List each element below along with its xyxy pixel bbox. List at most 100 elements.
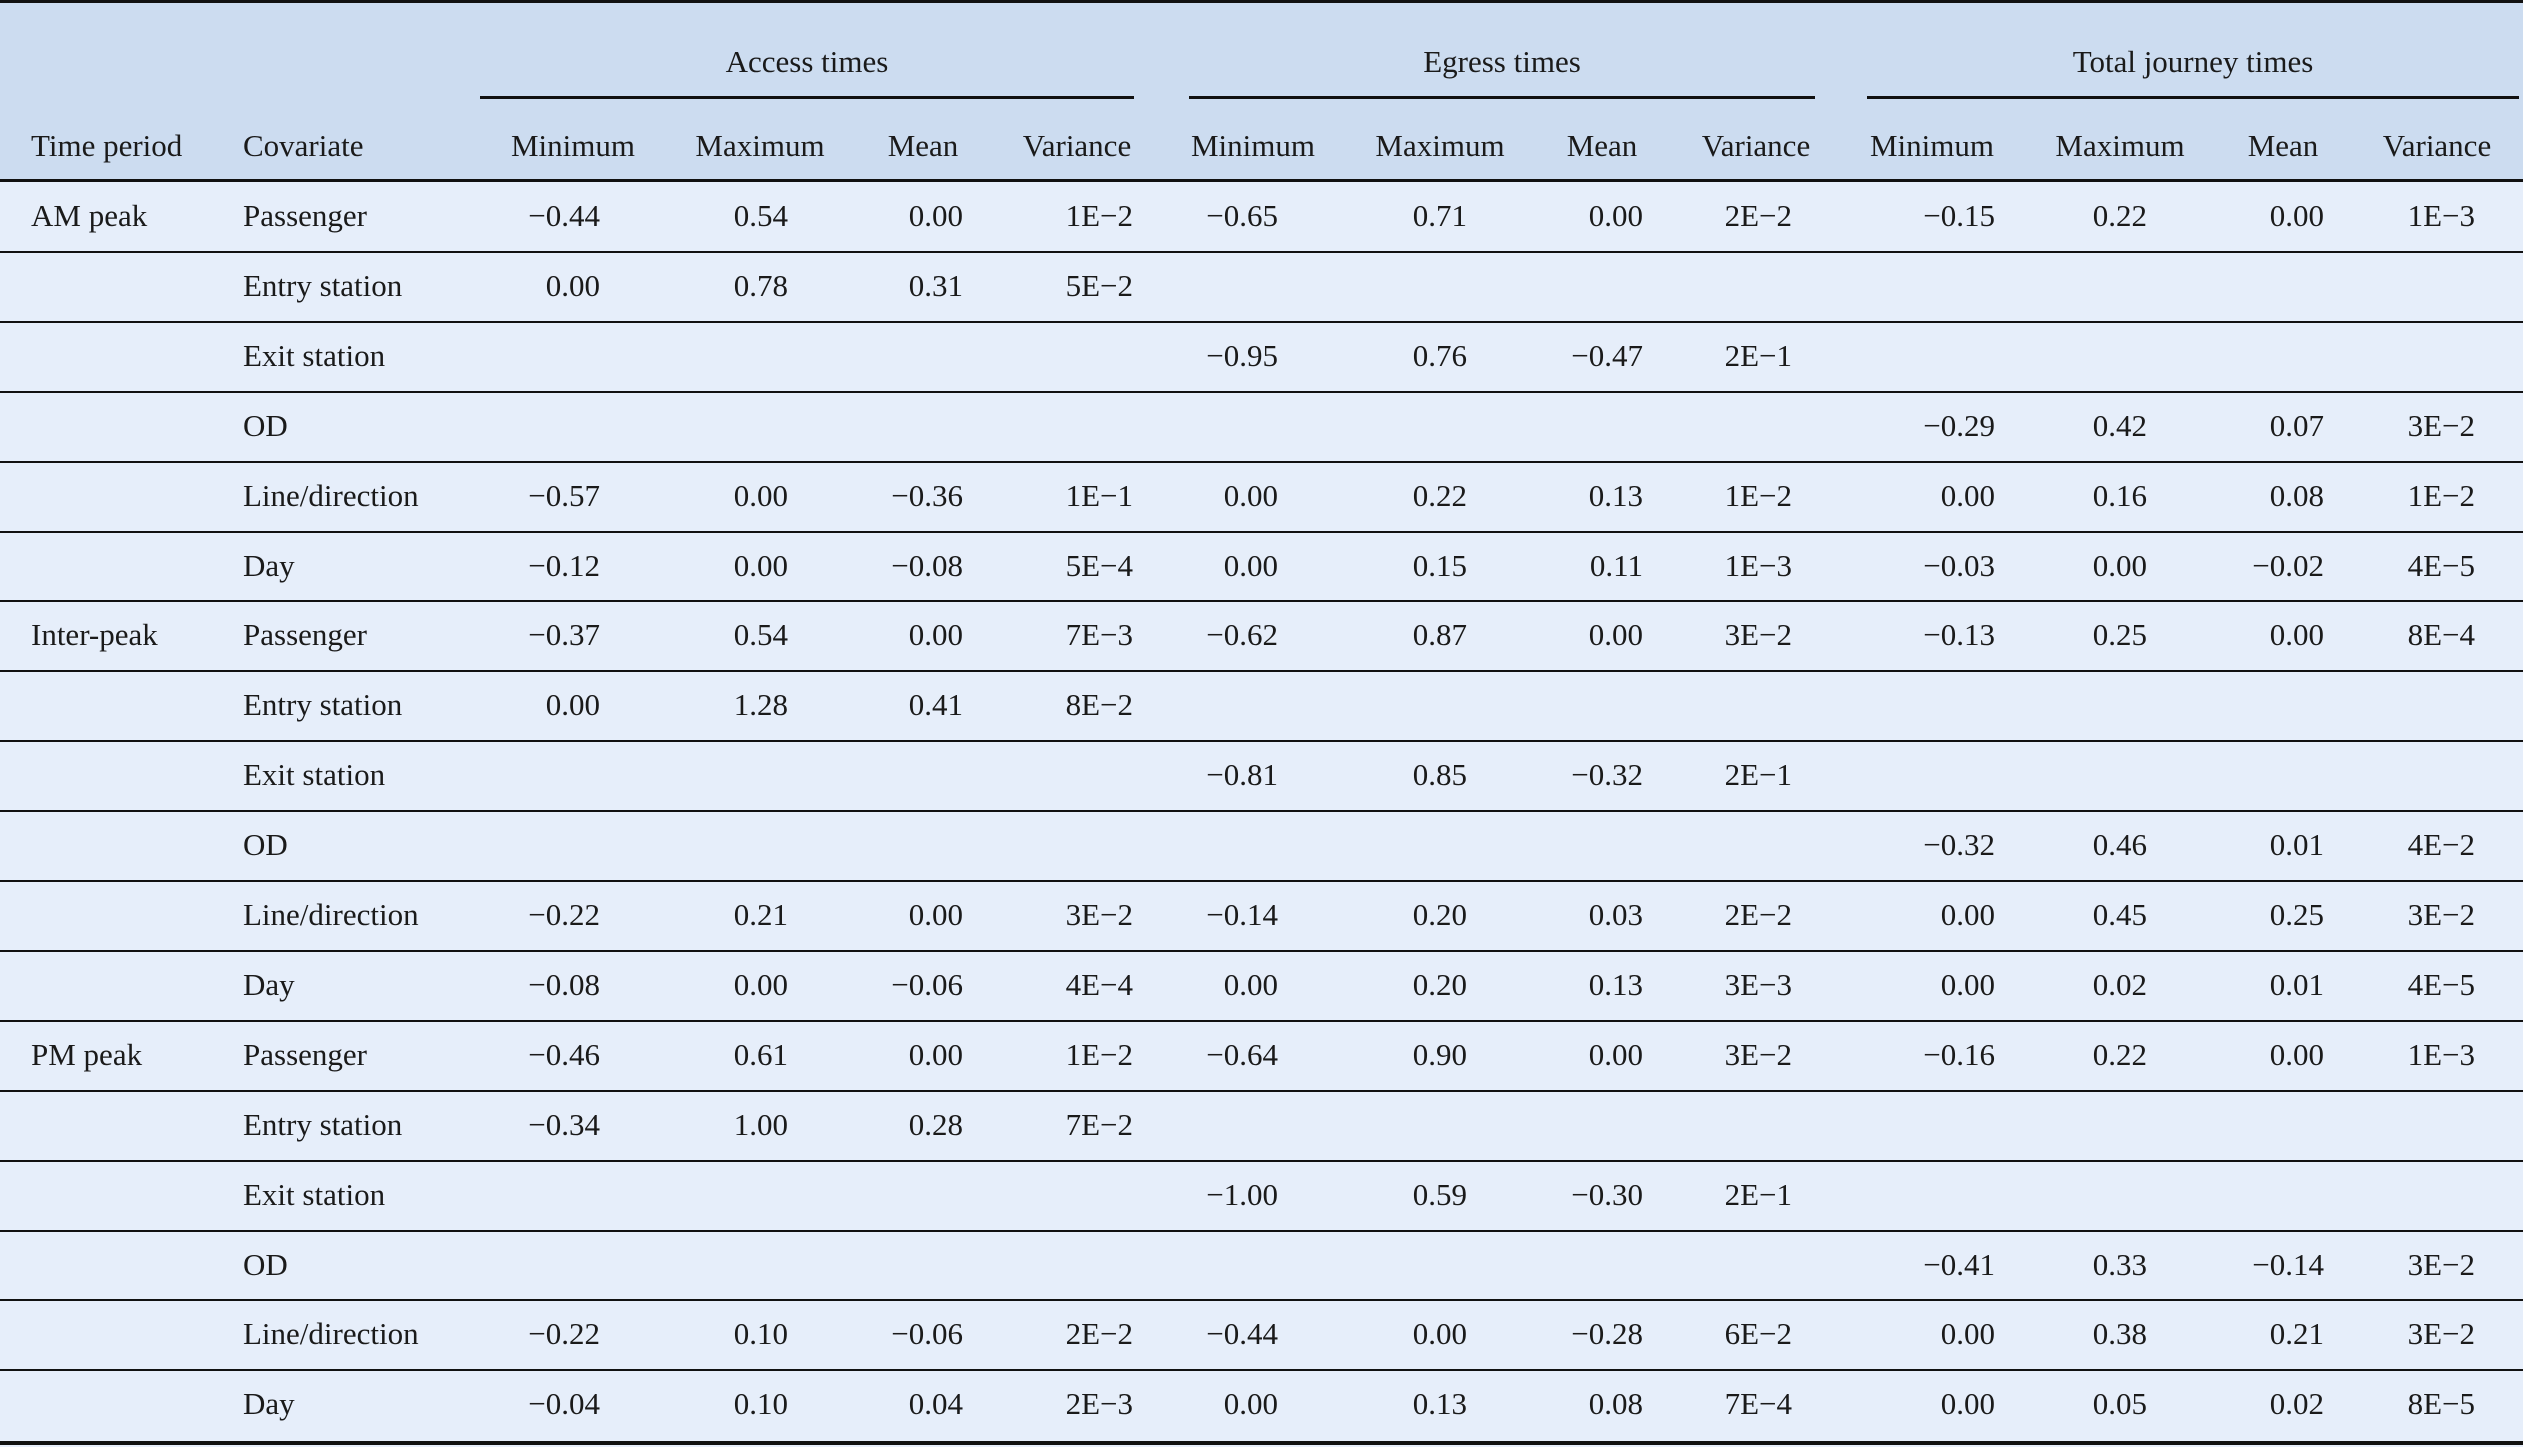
value-cell: 0.31 — [908, 267, 963, 303]
row-separator — [0, 460, 2523, 463]
value-cell: 0.59 — [1412, 1176, 1467, 1212]
value-cell: −0.29 — [1923, 407, 1995, 443]
value-cell: −0.62 — [1206, 617, 1278, 653]
value-cell: 2E−2 — [1724, 897, 1792, 932]
value-cell: 3E−2 — [1065, 897, 1133, 932]
value-cell: 2E−3 — [1065, 1386, 1133, 1422]
value-cell: −0.37 — [528, 617, 600, 653]
row-separator — [0, 880, 2523, 882]
col-header-stat: Mean — [1566, 128, 1638, 163]
value-cell: 2E−1 — [1724, 1176, 1792, 1212]
value-cell: 8E−5 — [2407, 1386, 2475, 1422]
value-cell: 0.00 — [1223, 477, 1278, 513]
value-cell: 4E−5 — [2407, 966, 2475, 1002]
value-cell: −0.95 — [1206, 337, 1278, 373]
col-header-stat: Variance — [1701, 128, 1811, 163]
col-header-stat: Variance — [1022, 128, 1132, 163]
row-separator — [0, 949, 2523, 952]
covariate-cell: Entry station — [243, 1106, 403, 1142]
value-cell: −0.57 — [528, 477, 600, 513]
covariate-cell: OD — [243, 1246, 288, 1282]
table-top-rule — [0, 0, 2523, 3]
value-cell: 0.01 — [2269, 966, 2324, 1002]
value-cell: 6E−2 — [1724, 1316, 1792, 1352]
row-separator — [0, 250, 2523, 253]
value-cell: 0.28 — [908, 1106, 963, 1142]
value-cell: 0.54 — [733, 617, 788, 653]
value-cell: 0.05 — [2092, 1386, 2147, 1422]
row-separator — [0, 1369, 2523, 1372]
row-separator — [0, 670, 2523, 673]
value-cell: −0.46 — [528, 1036, 600, 1072]
row-separator — [0, 1299, 2523, 1302]
value-cell: 0.41 — [908, 687, 963, 723]
value-cell: −0.22 — [528, 897, 600, 932]
value-cell: 0.20 — [1412, 897, 1467, 932]
value-cell: −0.41 — [1923, 1246, 1995, 1282]
row-separator — [0, 810, 2523, 813]
col-header-stat: Variance — [2382, 128, 2492, 163]
value-cell: 0.11 — [1589, 547, 1643, 583]
value-cell: 4E−2 — [2407, 827, 2475, 863]
covariate-cell: Exit station — [243, 757, 386, 793]
value-cell: 7E−4 — [1724, 1386, 1792, 1422]
col-header-stat: Mean — [887, 128, 959, 163]
value-cell: 1E−3 — [2407, 1036, 2475, 1072]
covariate-cell: OD — [243, 407, 288, 443]
value-cell: −0.64 — [1206, 1036, 1278, 1072]
covariate-cell: Day — [243, 547, 295, 583]
value-cell: 3E−2 — [2407, 407, 2475, 443]
value-cell: 8E−2 — [1065, 687, 1133, 723]
value-cell: 0.00 — [2269, 1036, 2324, 1072]
covariate-cell: Line/direction — [243, 477, 419, 513]
value-cell: 0.21 — [2269, 1316, 2324, 1352]
value-cell: 0.33 — [2092, 1246, 2147, 1282]
value-cell: 0.08 — [1588, 1386, 1643, 1422]
time-period-cell: AM peak — [31, 198, 148, 233]
value-cell: −0.81 — [1206, 757, 1278, 793]
group-header-access: Access times — [725, 44, 889, 79]
table-header-band — [0, 3, 2523, 182]
value-cell: 3E−2 — [2407, 1246, 2475, 1282]
value-cell: −0.13 — [1923, 617, 1995, 653]
value-cell: 0.78 — [733, 267, 788, 303]
value-cell: 0.00 — [908, 897, 963, 932]
value-cell: 0.01 — [2269, 827, 2324, 863]
value-cell: 0.04 — [908, 1386, 963, 1422]
value-cell: 2E−1 — [1724, 337, 1792, 373]
value-cell: 3E−2 — [1724, 1036, 1792, 1072]
value-cell: −0.65 — [1206, 198, 1278, 233]
value-cell: 0.10 — [733, 1386, 788, 1422]
value-cell: 0.03 — [1588, 897, 1643, 932]
value-cell: −0.30 — [1571, 1176, 1643, 1212]
value-cell: 0.71 — [1412, 198, 1467, 233]
value-cell: 0.00 — [733, 966, 788, 1002]
col-header-time-period: Time period — [31, 128, 183, 163]
value-cell: 0.13 — [1588, 966, 1643, 1002]
covariate-cell: Passenger — [243, 617, 367, 653]
col-header-stat: Minimum — [1869, 128, 1994, 163]
value-cell: 0.85 — [1412, 757, 1467, 793]
value-cell: 3E−2 — [2407, 897, 2475, 932]
value-cell: 7E−2 — [1065, 1106, 1133, 1142]
value-cell: 0.45 — [2092, 897, 2147, 932]
covariate-cell: Day — [243, 966, 295, 1002]
col-header-stat: Maximum — [2055, 128, 2185, 163]
value-cell: 0.07 — [2269, 407, 2324, 443]
value-cell: 0.00 — [1223, 966, 1278, 1002]
value-cell: −0.06 — [891, 966, 963, 1002]
value-cell: 0.15 — [1412, 547, 1467, 583]
value-cell: 3E−2 — [2407, 1316, 2475, 1352]
value-cell: 0.00 — [1940, 966, 1995, 1002]
value-cell: −1.00 — [1206, 1176, 1278, 1212]
value-cell: 0.21 — [733, 897, 788, 932]
col-header-covariate: Covariate — [243, 128, 364, 163]
value-cell: −0.03 — [1923, 547, 1995, 583]
value-cell: 0.00 — [1940, 1386, 1995, 1422]
covariate-cell: Line/direction — [243, 897, 419, 932]
col-header-stat: Mean — [2247, 128, 2319, 163]
row-separator — [0, 740, 2523, 743]
col-header-stat: Maximum — [695, 128, 825, 163]
value-cell: 2E−2 — [1065, 1316, 1133, 1352]
value-cell: −0.32 — [1923, 827, 1995, 863]
